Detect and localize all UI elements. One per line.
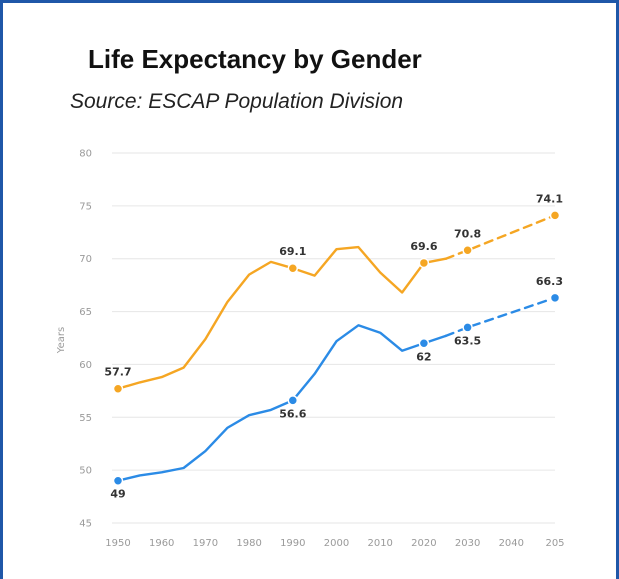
data-label: 69.1 xyxy=(279,245,306,258)
data-point xyxy=(549,292,561,304)
data-label: 69.6 xyxy=(410,240,437,253)
series-lines xyxy=(116,214,557,482)
y-tick-label: 70 xyxy=(79,254,92,265)
series-line-solid xyxy=(116,245,447,390)
y-tick-label: 45 xyxy=(79,519,92,530)
data-point xyxy=(287,395,299,406)
data-point xyxy=(418,257,430,269)
x-tick-label: 1970 xyxy=(193,538,218,549)
y-tick-label: 65 xyxy=(79,307,92,318)
x-axis: 1950 1960 1970 1980 1990 2000 2010 2020 2030 2040… xyxy=(105,538,564,549)
x-tick-label: 205 xyxy=(545,538,564,549)
data-label: 62 xyxy=(416,350,431,363)
x-tick-label: 2040 xyxy=(499,538,524,549)
chart-title: Life Expectancy by Gender xyxy=(88,44,422,74)
x-tick-label: 1990 xyxy=(280,538,305,549)
data-labels: 57.7 69.1 69.6 70.8 74.1 49 56.6 62 63.5 66.3 xyxy=(104,192,563,500)
data-point xyxy=(462,322,473,333)
x-tick-label: 1960 xyxy=(149,538,174,549)
series-line-projected xyxy=(444,214,557,260)
grid-lines xyxy=(112,152,555,524)
data-label: 63.5 xyxy=(454,334,481,347)
x-tick-label: 1950 xyxy=(105,538,130,549)
series-markers xyxy=(112,210,561,486)
x-tick-label: 2010 xyxy=(367,538,392,549)
data-label: 70.8 xyxy=(454,227,481,240)
y-tick-label: 75 xyxy=(79,201,92,212)
x-tick-label: 2030 xyxy=(455,538,480,549)
y-axis: 45 50 55 60 65 70 75 80 xyxy=(79,149,92,530)
data-point xyxy=(112,383,124,394)
x-tick-label: 2000 xyxy=(324,538,349,549)
data-label: 74.1 xyxy=(536,192,563,205)
data-point xyxy=(287,262,299,274)
data-label: 57.7 xyxy=(104,366,131,379)
y-tick-label: 50 xyxy=(79,466,92,477)
data-point xyxy=(418,338,430,349)
data-label: 56.6 xyxy=(279,407,306,420)
data-point xyxy=(462,245,473,256)
data-point xyxy=(112,475,124,486)
y-tick-label: 60 xyxy=(79,360,92,371)
series-line-solid xyxy=(116,324,447,482)
y-axis-label: Years xyxy=(56,327,67,354)
data-label: 66.3 xyxy=(536,275,563,288)
x-tick-label: 1980 xyxy=(236,538,261,549)
y-tick-label: 80 xyxy=(79,149,92,160)
chart-subtitle: Source: ESCAP Population Division xyxy=(70,90,404,113)
x-tick-label: 2020 xyxy=(411,538,436,549)
data-label: 49 xyxy=(110,488,125,501)
data-point xyxy=(549,210,561,221)
y-tick-label: 55 xyxy=(79,413,92,424)
series-line-projected xyxy=(444,296,557,338)
